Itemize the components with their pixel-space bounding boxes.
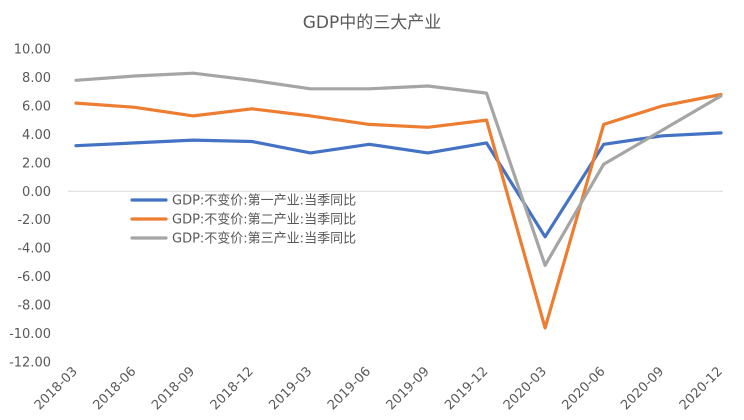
legend-label: GDP:不变价:第三产业:当季同比 — [172, 231, 356, 247]
x-tick-label: 2018-06 — [90, 364, 139, 413]
x-tick-label: 2018-09 — [149, 364, 198, 413]
y-tick-label: -2.00 — [17, 213, 51, 228]
legend-label: GDP:不变价:第一产业:当季同比 — [172, 193, 356, 209]
series-line-2 — [74, 92, 723, 330]
y-tick-label: -12.00 — [9, 356, 51, 371]
x-tick-label: 2019-03 — [266, 364, 315, 413]
x-tick-label: 2020-09 — [618, 364, 667, 413]
series-line-1 — [74, 131, 723, 239]
legend: GDP:不变价:第一产业:当季同比 GDP:不变价:第二产业:当季同比 GDP:不变… — [130, 193, 356, 247]
x-tick-label: 2019-06 — [325, 364, 374, 413]
x-tick-label: 2019-12 — [442, 364, 491, 413]
chart-title: GDP中的三大产业 — [303, 13, 442, 33]
y-tick-label: 8.00 — [22, 71, 51, 86]
x-axis-ticks: 2018-03 2018-06 2018-09 2018-12 2019-03 2019-… — [32, 364, 726, 413]
y-tick-label: -10.00 — [9, 327, 51, 342]
x-tick-label: 2020-03 — [501, 364, 550, 413]
y-tick-label: 6.00 — [22, 99, 51, 114]
y-tick-label: -8.00 — [17, 299, 51, 314]
series-layer — [74, 71, 723, 330]
legend-label: GDP:不变价:第二产业:当季同比 — [172, 212, 356, 228]
y-tick-label: 4.00 — [22, 128, 51, 143]
x-tick-label: 2018-03 — [32, 364, 81, 413]
x-tick-label: 2019-09 — [384, 364, 433, 413]
y-tick-label: -4.00 — [17, 242, 51, 257]
x-tick-label: 2020-12 — [677, 364, 726, 413]
x-tick-label: 2018-12 — [208, 364, 257, 413]
series-line-3 — [74, 71, 723, 267]
y-axis-ticks: 10.00 8.00 6.00 4.00 2.00 0.00 -2.00 -4.00 -6.00… — [9, 43, 51, 371]
y-tick-label: 10.00 — [14, 43, 51, 58]
y-tick-label: 2.00 — [22, 156, 51, 171]
y-tick-label: 0.00 — [22, 185, 51, 200]
x-tick-label: 2020-06 — [560, 364, 609, 413]
y-tick-label: -6.00 — [17, 270, 51, 285]
